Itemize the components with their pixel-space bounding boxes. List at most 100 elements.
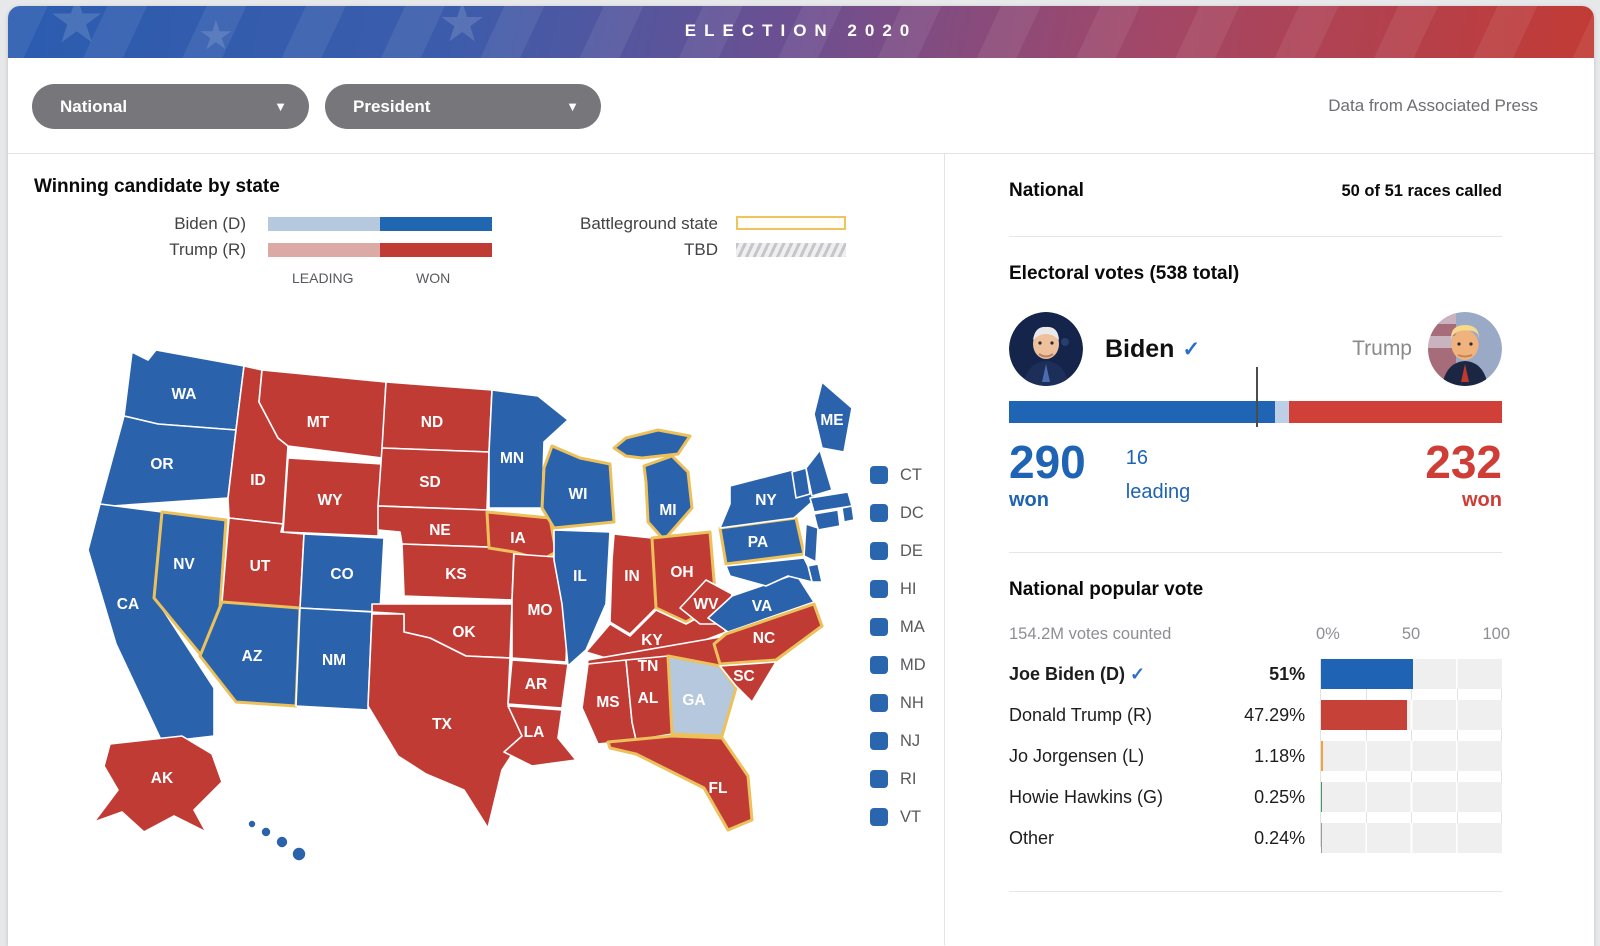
state-WI[interactable] <box>542 446 614 528</box>
small-state-label: NH <box>900 694 924 713</box>
results-panel: National 50 of 51 races called Electoral… <box>945 154 1594 945</box>
state-NH[interactable] <box>806 450 832 496</box>
small-state-item-NJ: NJ <box>870 722 926 760</box>
dem-leading-block: 16 leading <box>1126 439 1191 512</box>
race-dropdown[interactable]: President ▼ <box>325 84 601 129</box>
popular-vote-row: Jo Jorgensen (L)1.18% <box>1009 741 1502 771</box>
state-KS[interactable] <box>402 544 514 600</box>
candidate-name: Howie Hawkins (G) <box>1009 787 1220 808</box>
state-swatch-CT <box>870 466 888 484</box>
state-ME[interactable] <box>814 382 852 452</box>
state-swatch-NJ <box>870 732 888 750</box>
chevron-down-icon: ▼ <box>274 99 287 114</box>
map-legend: Biden (D) Trump (R) LEADING WON Battlegr… <box>8 212 944 298</box>
region-dropdown[interactable]: National ▼ <box>32 84 309 129</box>
divider <box>1009 891 1502 892</box>
data-source-label: Data from Associated Press <box>1328 96 1538 116</box>
small-state-item-DC: DC <box>870 494 926 532</box>
divider <box>1009 552 1502 553</box>
races-called-label: 50 of 51 races called <box>1341 182 1502 201</box>
candidate-name: Jo Jorgensen (L) <box>1009 746 1220 767</box>
small-state-label: DE <box>900 542 923 561</box>
candidate-name: Joe Biden (D) ✓ <box>1009 664 1220 685</box>
candidate-pct: 0.24% <box>1220 828 1305 849</box>
state-swatch-MA <box>870 618 888 636</box>
candidate-pct: 47.29% <box>1220 705 1305 726</box>
small-state-label: DC <box>900 504 924 523</box>
state-NM[interactable] <box>296 608 372 710</box>
state-HI[interactable] <box>261 827 271 837</box>
election-dashboard-card: ★ ★ ★ ELECTION 2020 National ▼ President… <box>8 6 1594 946</box>
legend-leading-label: LEADING <box>292 270 353 286</box>
state-CT[interactable] <box>814 510 840 530</box>
state-SD[interactable] <box>378 448 489 510</box>
trump-avatar <box>1428 312 1502 386</box>
bar-track <box>1321 700 1502 730</box>
state-OR[interactable] <box>100 416 236 506</box>
legend-battleground-label: Battleground state <box>538 214 718 234</box>
state-RI[interactable] <box>842 506 854 522</box>
ev-dem-segment <box>1009 401 1275 423</box>
votes-counted-label: 154.2M votes counted <box>1009 625 1171 644</box>
small-state-item-CT: CT <box>870 456 926 494</box>
state-MI[interactable] <box>614 430 692 540</box>
race-dropdown-value: President <box>353 97 430 116</box>
state-HI[interactable] <box>292 847 306 861</box>
state-HI[interactable] <box>276 836 288 848</box>
small-state-item-RI: RI <box>870 760 926 798</box>
region-dropdown-value: National <box>60 97 127 116</box>
ev-leading-segment <box>1275 401 1290 423</box>
dem-leading-label: leading <box>1126 481 1191 504</box>
axis-tick-50: 50 <box>1402 625 1420 644</box>
map-title: Winning candidate by state <box>34 176 280 198</box>
small-state-label: CT <box>900 466 922 485</box>
rep-candidate-name: Trump <box>1352 337 1412 361</box>
state-WA[interactable] <box>124 350 244 430</box>
popular-vote-chart: Joe Biden (D) ✓51% Donald Trump (R)47.29%… <box>1009 659 1502 853</box>
winner-check-icon: ✓ <box>1130 664 1145 684</box>
state-swatch-MD <box>870 656 888 674</box>
state-CO[interactable] <box>300 534 384 612</box>
small-state-item-DE: DE <box>870 532 926 570</box>
toolbar: National ▼ President ▼ Data from Associa… <box>8 58 1594 154</box>
state-WY[interactable] <box>283 458 382 536</box>
chevron-down-icon: ▼ <box>566 99 579 114</box>
bar-track <box>1321 823 1502 853</box>
small-state-label: MD <box>900 656 926 675</box>
state-swatch-VT <box>870 808 888 826</box>
candidate-pct: 51% <box>1220 664 1305 685</box>
dem-won-count: 290 <box>1009 439 1086 485</box>
state-AR[interactable] <box>508 660 568 708</box>
bar-jo <box>1321 741 1323 771</box>
dem-electoral-total: 290 won <box>1009 439 1086 512</box>
bar-donald <box>1321 700 1407 730</box>
state-FL[interactable] <box>608 736 752 830</box>
dem-leading-count: 16 <box>1126 447 1191 470</box>
legend-tbd-swatch <box>736 243 846 257</box>
popular-vote-row: Donald Trump (R)47.29% <box>1009 700 1502 730</box>
electoral-votes-bar <box>1009 401 1502 423</box>
legend-rep-leading-swatch <box>268 243 380 257</box>
electoral-votes-title: Electoral votes (538 total) <box>1009 263 1502 285</box>
rep-won-label: won <box>1425 489 1502 512</box>
small-state-label: MA <box>900 618 925 637</box>
state-HI[interactable] <box>248 820 256 828</box>
dem-candidate-name: Biden <box>1105 335 1174 364</box>
axis-tick-100: 100 <box>1482 625 1510 644</box>
banner: ★ ★ ★ ELECTION 2020 <box>8 6 1594 58</box>
state-AL[interactable] <box>626 656 672 740</box>
bar-track <box>1321 782 1502 812</box>
state-AZ[interactable] <box>200 602 300 706</box>
popular-vote-row: Howie Hawkins (G)0.25% <box>1009 782 1502 812</box>
state-AK[interactable] <box>94 736 222 832</box>
legend-dem-label: Biden (D) <box>96 214 246 234</box>
state-swatch-HI <box>870 580 888 598</box>
candidate-pct: 1.18% <box>1220 746 1305 767</box>
legend-rep-won-swatch <box>380 243 492 257</box>
small-state-item-VT: VT <box>870 798 926 836</box>
state-ND[interactable] <box>382 382 492 452</box>
bar-joe <box>1321 659 1413 689</box>
state-NJ[interactable] <box>804 524 818 562</box>
